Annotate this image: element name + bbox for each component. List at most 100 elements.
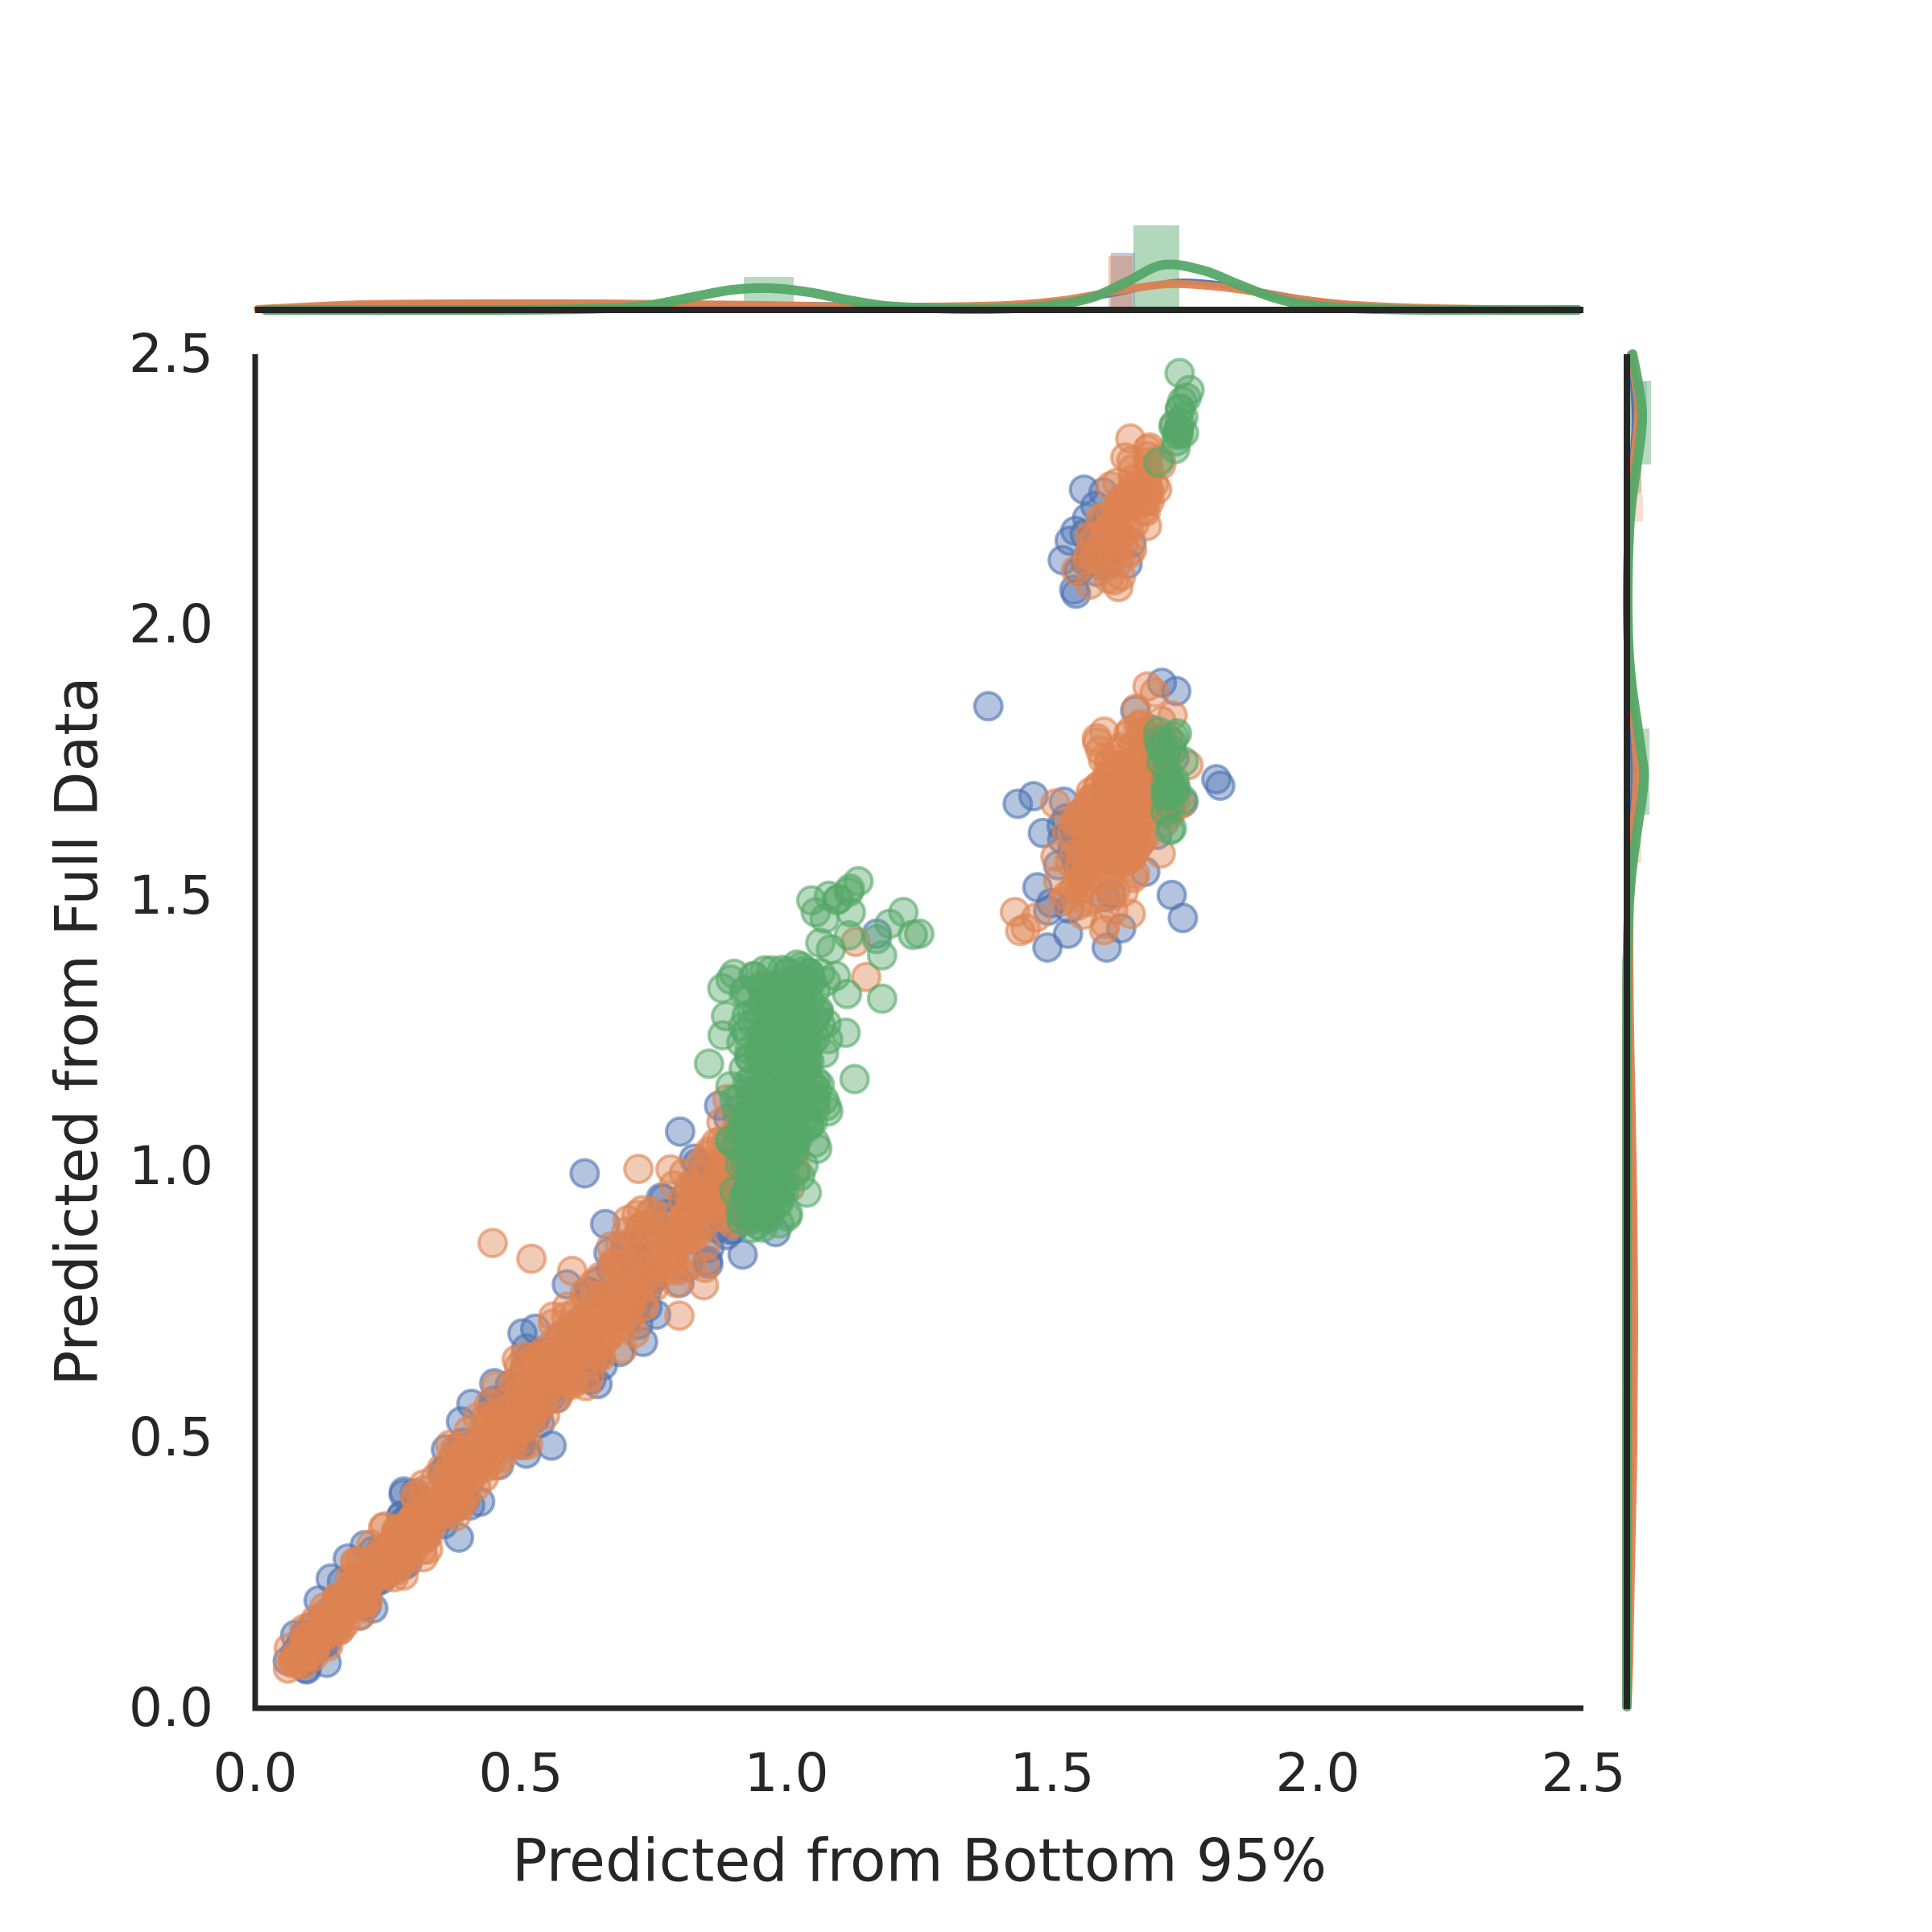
scatter-point bbox=[581, 1319, 613, 1350]
scatter-point bbox=[569, 1158, 601, 1189]
scatter-point bbox=[486, 1442, 518, 1473]
scatter-point bbox=[866, 983, 898, 1014]
scatter-point bbox=[693, 1048, 724, 1080]
scatter-point bbox=[904, 918, 935, 949]
scatter-point bbox=[719, 958, 749, 989]
scatter-point bbox=[1092, 833, 1123, 865]
scatter-point bbox=[1040, 840, 1071, 872]
scatter-point bbox=[426, 1482, 457, 1513]
scatter-point bbox=[1168, 745, 1199, 777]
scatter-point bbox=[448, 1463, 479, 1495]
scatter-point bbox=[737, 1063, 768, 1094]
x-axis-title: Predicted from Bottom 95% bbox=[511, 1827, 1327, 1896]
scatter-point bbox=[1075, 569, 1106, 601]
scatter-point bbox=[1040, 788, 1071, 819]
series-group-3-green bbox=[693, 357, 1205, 1244]
scatter-point bbox=[1143, 447, 1174, 478]
scatter-point bbox=[556, 1255, 588, 1286]
scatter-point bbox=[623, 1154, 654, 1185]
scatter-point bbox=[1146, 746, 1177, 778]
scatter-point bbox=[888, 897, 919, 927]
scatter-point bbox=[581, 1335, 613, 1366]
y-tick-label-5: 0.0 bbox=[129, 1677, 213, 1739]
scatter-point bbox=[715, 1071, 746, 1102]
scatter-point bbox=[1162, 718, 1193, 749]
scatter-point bbox=[812, 1096, 844, 1127]
scatter-point bbox=[332, 1590, 363, 1621]
x-tick-label-3: 1.5 bbox=[1009, 1742, 1095, 1804]
scatter-point bbox=[791, 1177, 823, 1208]
scatter-point bbox=[664, 1116, 696, 1147]
scatter-point bbox=[1161, 675, 1192, 707]
scatter-point bbox=[1032, 932, 1063, 963]
scatter-point bbox=[516, 1243, 547, 1274]
scatter-point bbox=[1204, 770, 1236, 801]
scatter-point bbox=[664, 1300, 695, 1331]
y-tick-label-1: 2.0 bbox=[129, 593, 213, 656]
scatter-point bbox=[1115, 898, 1146, 930]
scatter-point bbox=[803, 997, 834, 1028]
scatter-point bbox=[625, 1236, 657, 1268]
scatter-point bbox=[661, 1267, 692, 1298]
scatter-point bbox=[347, 1583, 378, 1614]
scatter-point bbox=[726, 1204, 758, 1236]
scatter-point bbox=[764, 1177, 795, 1208]
scatter-point bbox=[1095, 857, 1126, 888]
scatter-point bbox=[380, 1548, 411, 1579]
scatter-point bbox=[851, 961, 881, 993]
scatter-point bbox=[751, 1032, 782, 1063]
scatter-point bbox=[611, 1216, 642, 1247]
scatter-point bbox=[782, 1011, 814, 1042]
scatter-point bbox=[861, 923, 893, 955]
y-tick-label-2: 1.5 bbox=[129, 864, 213, 927]
scatter-point bbox=[284, 1641, 316, 1673]
scatter-point bbox=[1156, 879, 1187, 910]
scatter-point bbox=[1047, 886, 1079, 917]
scatter-point bbox=[607, 1333, 638, 1364]
scatter-point bbox=[391, 1517, 423, 1549]
scatter-point bbox=[1164, 357, 1195, 389]
scatter-point bbox=[839, 1063, 870, 1095]
top-marginal bbox=[254, 225, 1583, 316]
scatter-points bbox=[272, 357, 1236, 1685]
scatter-point bbox=[766, 1133, 798, 1164]
scatter-point bbox=[1105, 560, 1137, 592]
scatter-point bbox=[681, 1174, 712, 1206]
scatter-point bbox=[1095, 800, 1125, 832]
scatter-point bbox=[1005, 915, 1036, 947]
scatter-point bbox=[1068, 474, 1100, 506]
scatter-point bbox=[710, 1001, 741, 1032]
scatter-point bbox=[1102, 522, 1133, 554]
scatter-point bbox=[1126, 797, 1158, 828]
scatter-point bbox=[621, 1199, 652, 1231]
scatter-point bbox=[773, 1052, 804, 1084]
x-tick-label-2: 1.0 bbox=[744, 1742, 829, 1804]
scatter-point bbox=[1125, 820, 1157, 852]
scatter-point bbox=[737, 1009, 768, 1039]
x-tick-label-1: 0.5 bbox=[478, 1742, 564, 1804]
y-tick-label-3: 1.0 bbox=[129, 1135, 213, 1198]
x-tick-label-0: 0.0 bbox=[213, 1742, 298, 1804]
scatter-point bbox=[1056, 816, 1088, 848]
scatter-point bbox=[785, 1161, 816, 1191]
scatter-point bbox=[477, 1228, 508, 1259]
scatter-point bbox=[727, 1239, 758, 1270]
y-tick-label-4: 0.5 bbox=[129, 1406, 213, 1468]
main-axes-spines bbox=[252, 354, 1583, 1711]
scatter-point bbox=[791, 1075, 822, 1106]
scatter-point bbox=[381, 1517, 412, 1548]
scatter-point bbox=[570, 1370, 601, 1402]
scatter-point bbox=[1162, 418, 1193, 449]
scatter-point bbox=[654, 1154, 686, 1185]
y-tick-label-0: 2.5 bbox=[129, 323, 213, 385]
scatter-point bbox=[1156, 813, 1187, 844]
scatter-point bbox=[597, 1249, 627, 1279]
scatter-point bbox=[672, 1224, 704, 1255]
scatter-point bbox=[1150, 771, 1181, 803]
scatter-point bbox=[866, 939, 898, 971]
x-tick-label-4: 2.0 bbox=[1275, 1742, 1360, 1804]
scatter-point bbox=[972, 691, 1004, 722]
scatter-point bbox=[1096, 768, 1127, 799]
